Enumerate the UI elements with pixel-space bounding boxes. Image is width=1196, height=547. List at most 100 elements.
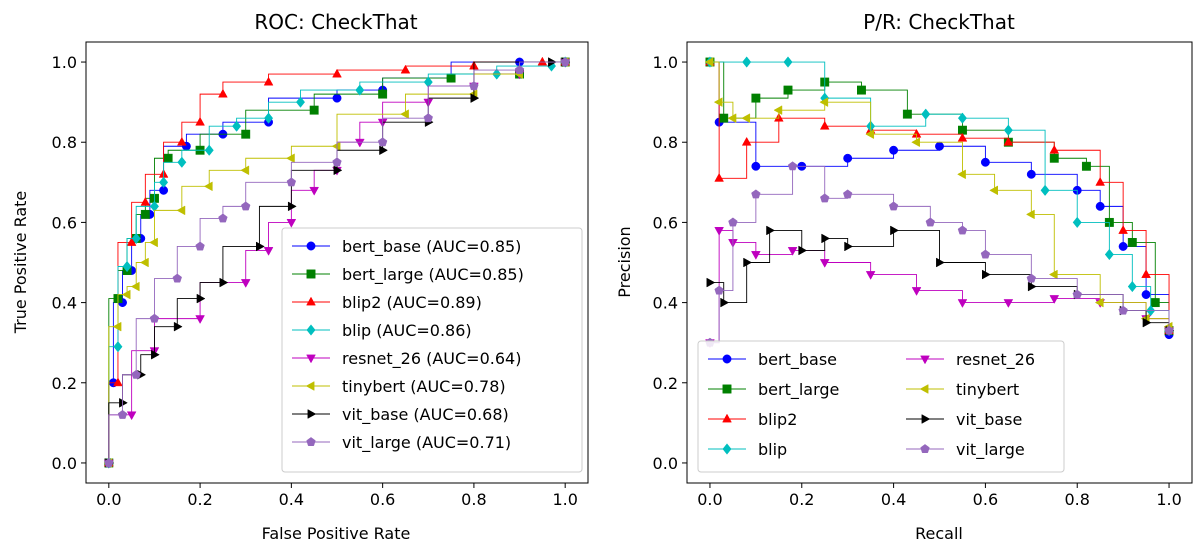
legend-marker [921,414,931,424]
data-point [728,217,738,227]
series-bert_base [705,57,1174,340]
data-point [751,93,761,103]
data-point [1118,225,1128,234]
data-point [935,141,944,151]
data-point [121,289,131,300]
data-point [902,109,912,119]
legend-label: blip2 (AUC=0.89) [342,293,482,312]
y-tick-label: 0.2 [52,374,77,393]
data-point [704,57,714,67]
data-point [713,97,723,107]
data-point [820,193,830,203]
data-point [140,209,150,219]
legend-marker [306,324,316,336]
y-tick-label: 0.0 [52,454,77,473]
legend-marker [722,384,732,394]
data-point [888,201,899,211]
legend-entry: blip (AUC=0.86) [292,321,472,340]
data-point [1094,297,1104,308]
roc-legend: bert_base (AUC=0.85) bert_large (AUC=0.85… [281,227,583,473]
legend-marker [722,413,732,423]
data-point [378,89,388,99]
data-point [1072,216,1082,229]
data-point [379,145,388,156]
legend-entry: vit_base [906,410,1022,430]
data-point [819,97,829,107]
data-point [1127,280,1137,293]
data-point [130,281,140,292]
data-point [751,251,761,260]
legend-entry: vit_base (AUC=0.68) [292,405,509,425]
data-point [1072,289,1082,299]
roc-chart: ROC: CheckThat 0.0 0.2 0.4 0.6 0.8 1.00.00.20… [11,10,589,543]
data-point [783,56,793,68]
legend-label: vit_large [956,440,1025,460]
data-point [751,189,761,199]
y-tick-label: 1.0 [653,53,678,72]
data-point [263,247,274,256]
series-line [709,61,1170,327]
data-point [470,93,480,103]
data-point [980,157,990,167]
x-axis-label: False Positive Rate [262,524,411,543]
data-point [354,138,365,148]
y-axis-label: Precision [615,226,634,297]
data-point [1003,299,1014,308]
data-point [1026,273,1037,283]
roc-axes: 0.0 0.2 0.4 0.6 0.8 1.0 0.0 0.2 0.4 0.6 0.8 1.0 [52,53,578,509]
data-point [1049,144,1060,154]
data-point [719,113,729,123]
data-point [176,205,186,216]
data-point [377,137,388,147]
legend-marker [920,355,930,365]
data-point [819,259,830,268]
data-point [331,141,341,152]
data-point [957,225,968,235]
series-vit_large [104,57,570,467]
legend-label: tinybert (AUC=0.78) [342,377,506,396]
data-point [140,197,151,206]
legend-label: vit_base [956,410,1022,430]
data-point [332,93,342,103]
data-point [177,136,187,146]
data-point [469,81,479,91]
legend-entry: blip2 (AUC=0.89) [292,293,482,312]
series-line [108,61,566,463]
data-point [957,112,967,124]
legend-label: bert_large (AUC=0.85) [342,265,524,285]
data-point [151,349,160,360]
data-point [1164,325,1174,335]
legend-entry: vit_large (AUC=0.71) [292,433,511,453]
legend-label: resnet_26 [956,350,1035,370]
data-point [743,257,753,268]
series-bert_large [705,57,1174,336]
data-point [195,315,205,324]
data-point [195,116,205,126]
legend-marker [306,296,316,306]
data-point [286,177,297,187]
legend-marker [305,381,315,391]
data-point [1049,153,1059,163]
data-point [783,85,793,95]
legend-entry: tinybert (AUC=0.78) [292,377,506,396]
data-point [122,260,132,273]
legend-entry: resnet_26 [906,350,1035,370]
x-tick-label: 1.0 [1156,490,1181,509]
legend-box [697,340,1065,473]
y-tick-label: 0.6 [653,213,678,232]
data-point [1026,169,1036,179]
data-point [149,313,160,323]
data-point [727,113,737,124]
series-blip [705,56,1174,337]
roc-plot-area [103,56,571,469]
data-point [126,237,137,246]
legend-entry: blip2 [708,410,797,429]
data-point [241,129,251,139]
legend-label: resnet_26 (AUC=0.64) [342,349,521,369]
data-point [264,112,274,124]
data-point [287,201,297,212]
data-point [286,153,295,164]
x-tick-label: 0.8 [1065,490,1090,509]
data-point [1095,201,1105,211]
